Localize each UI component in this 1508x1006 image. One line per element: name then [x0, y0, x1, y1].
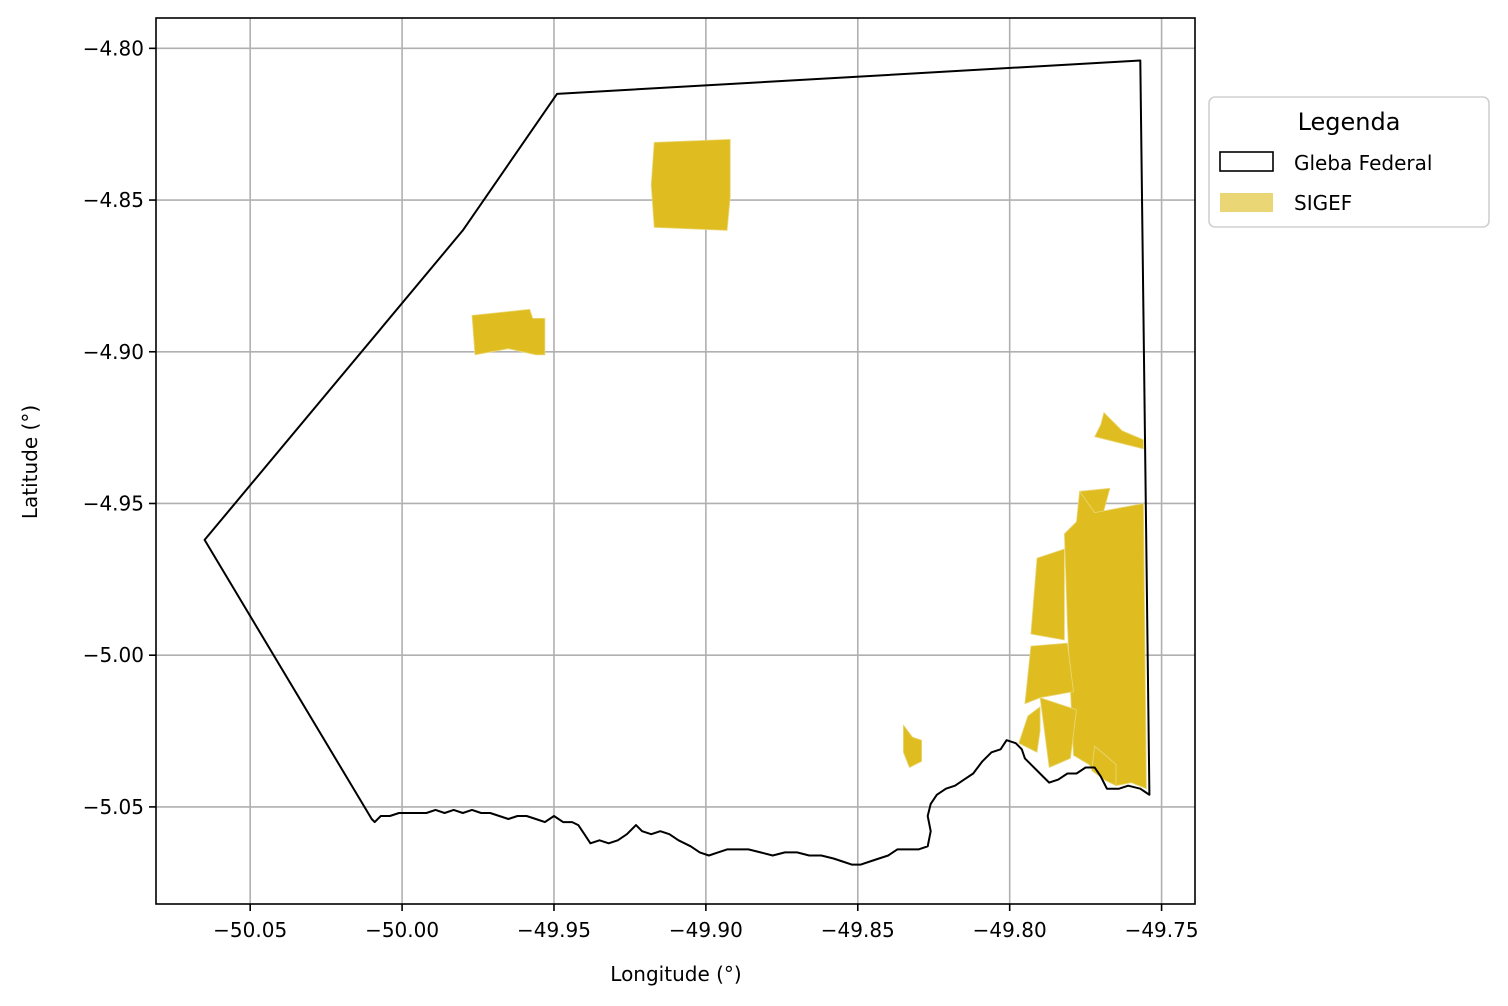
sigef-parcel-east-triangle	[1094, 412, 1144, 450]
sigef-parcel-east-main-3	[1024, 642, 1074, 705]
y-tick-label: −4.80	[83, 36, 144, 60]
y-axis-label: Latitude (°)	[18, 405, 42, 519]
sigef-parcels	[471, 138, 1147, 790]
y-tick-label: −4.90	[83, 340, 144, 364]
x-tick-label: −50.00	[365, 918, 439, 942]
legend-swatch-gleba-federal	[1219, 151, 1274, 172]
sigef-parcel-west-block	[471, 308, 546, 356]
plot-frame	[155, 17, 1196, 905]
x-tick-label: −49.95	[517, 918, 591, 942]
sigef-parcel-east-main-2	[1030, 548, 1065, 641]
x-tick-label: −49.80	[973, 918, 1047, 942]
legend-swatch-sigef	[1220, 193, 1273, 212]
sigef-parcel-east-west-sliver	[1018, 706, 1041, 753]
legend-title: Legenda	[1298, 108, 1401, 136]
y-axis-ticks: −4.80 −4.85 −4.90 −4.95 −5.00 −5.05	[83, 36, 156, 819]
sigef-parcel-east-main-4	[1039, 697, 1077, 768]
y-tick-label: −4.85	[83, 188, 144, 212]
gleba-federal-boundary	[203, 59, 1151, 866]
grid-lines	[156, 18, 1195, 904]
legend: Legenda Gleba Federal SIGEF	[1208, 96, 1490, 228]
sigef-parcel-east-main-1	[1064, 490, 1147, 790]
x-tick-label: −50.05	[213, 918, 287, 942]
gleba-federal-outline	[203, 59, 1151, 866]
legend-box	[1208, 96, 1490, 228]
legend-label-gleba-federal: Gleba Federal	[1294, 151, 1432, 175]
x-axis-ticks: −50.05 −50.00 −49.95 −49.90 −49.85 −49.80 −49.…	[213, 904, 1199, 942]
x-tick-label: −49.90	[669, 918, 743, 942]
x-axis-label: Longitude (°)	[610, 962, 741, 986]
sigef-parcel-east-south-small	[1091, 745, 1117, 787]
y-tick-label: −5.00	[83, 643, 144, 667]
legend-label-sigef: SIGEF	[1294, 191, 1352, 215]
sigef-parcel-mid-south-block	[903, 724, 922, 768]
sigef-parcel-north-block	[650, 138, 731, 231]
x-tick-label: −49.85	[821, 918, 895, 942]
y-tick-label: −4.95	[83, 491, 144, 515]
x-tick-label: −49.75	[1125, 918, 1199, 942]
y-tick-label: −5.05	[83, 795, 144, 819]
